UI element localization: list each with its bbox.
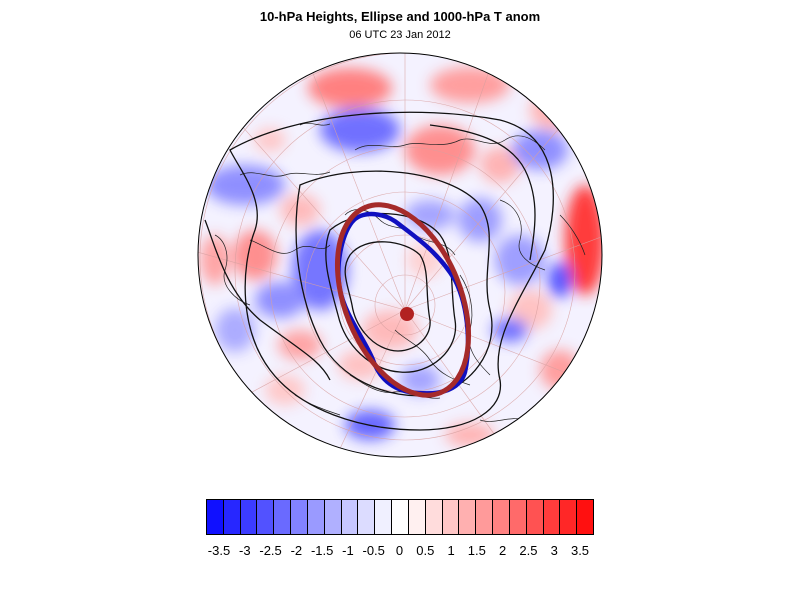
colorbar-cell bbox=[577, 500, 594, 534]
colorbar-cell bbox=[324, 500, 342, 534]
colorbar-tick-label: -2 bbox=[290, 543, 303, 558]
colorbar-cell bbox=[358, 500, 376, 534]
colorbar-cell bbox=[291, 500, 308, 534]
graticule bbox=[198, 53, 602, 457]
colorbar-tick-label: 2.5 bbox=[519, 543, 538, 558]
colorbar-cell bbox=[509, 500, 527, 534]
colorbar-cell bbox=[425, 500, 443, 534]
colorbar-cell bbox=[240, 500, 258, 534]
colorbar-cell bbox=[274, 500, 292, 534]
colorbar-tick-label: -3 bbox=[239, 543, 251, 558]
globe-outline bbox=[197, 52, 603, 458]
colorbar-tick-label: 3.5 bbox=[570, 543, 590, 558]
colorbar-cell bbox=[375, 500, 393, 534]
colorbar-tick-label: -3.5 bbox=[207, 543, 231, 558]
colorbar-labels: -3.5 -3 -2.5 -2 -1.5 -1 -0.5 0 0.5 1 1.5 2 2.5 3 3.5 bbox=[0, 543, 800, 563]
colorbar-tick-label: 3 bbox=[550, 543, 558, 558]
fitted-ellipse bbox=[334, 202, 472, 398]
colorbar-cell bbox=[392, 500, 409, 534]
ellipse-center-marker bbox=[400, 307, 414, 321]
colorbar-tick-label: 1.5 bbox=[467, 543, 486, 558]
colorbar-cell bbox=[459, 500, 477, 534]
colorbar-cell bbox=[442, 500, 460, 534]
colorbar-cell bbox=[543, 500, 561, 534]
colorbar-tick-label: -1.5 bbox=[310, 543, 334, 558]
colorbar bbox=[206, 499, 594, 535]
map-subtitle: 06 UTC 23 Jan 2012 bbox=[349, 29, 451, 41]
colorbar-tick-label: 0.5 bbox=[416, 543, 435, 558]
colorbar-cell bbox=[526, 500, 544, 534]
map-title: 10-hPa Heights, Ellipse and 1000-hPa T a… bbox=[259, 9, 541, 24]
colorbar-cell bbox=[341, 500, 359, 534]
colorbar-cell bbox=[560, 500, 578, 534]
colorbar-cell bbox=[408, 500, 426, 534]
colorbar-cell bbox=[493, 500, 510, 534]
colorbar-tick-label: -0.5 bbox=[362, 543, 385, 558]
colorbar-tick-label: 2 bbox=[499, 543, 507, 558]
colorbar-tick-label: -1 bbox=[342, 543, 354, 558]
colorbar-cell bbox=[476, 500, 494, 534]
colorbar-tick-label: -2.5 bbox=[259, 543, 282, 558]
colorbar-cell bbox=[307, 500, 325, 534]
anomaly-field bbox=[198, 53, 602, 457]
colorbar-tick-label: 1 bbox=[447, 543, 455, 558]
colorbar-cell bbox=[257, 500, 275, 534]
colorbar-tick-label: 0 bbox=[395, 543, 404, 558]
colorbar-cell bbox=[223, 500, 241, 534]
colorbar-cell bbox=[207, 500, 224, 534]
